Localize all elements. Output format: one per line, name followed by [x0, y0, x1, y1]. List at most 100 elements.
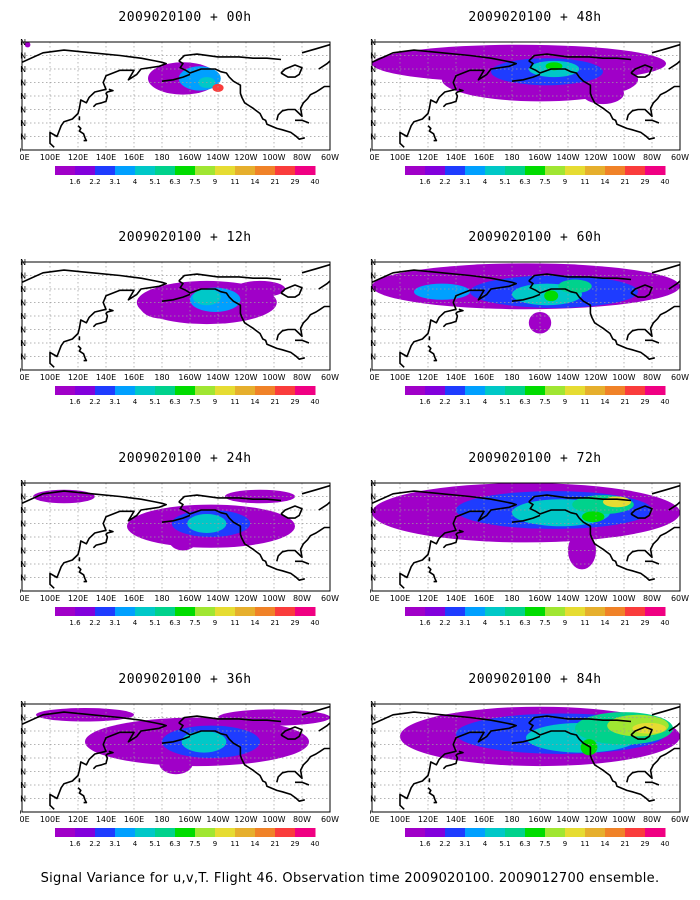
colorbar-swatch [115, 166, 136, 175]
colorbar-label: 2.2 [89, 178, 100, 186]
lon-tick-label: 80E [370, 815, 380, 824]
coastline [178, 501, 305, 581]
coastline [626, 526, 680, 562]
colorbar-label: 9 [213, 840, 217, 848]
colorbar-label: 29 [641, 398, 650, 406]
coastline [301, 43, 330, 54]
colorbar-swatch [565, 386, 586, 395]
lon-tick-label: 140W [556, 153, 579, 162]
map-panel: 80N 70N 60N 50N 40N 30N 20N 10N EQ80E 100E 120E 140… [20, 0, 350, 210]
colorbar-swatch [175, 828, 196, 837]
colorbar-label: 21 [271, 178, 280, 186]
colorbar-label: 14 [251, 840, 260, 848]
map-plot: 80N 70N 60N 50N 40N 30N 20N 10N EQ80E 100E 120E 140… [370, 38, 689, 186]
coastline [511, 514, 541, 523]
lat-tick-label: 10N [370, 133, 376, 142]
coastline [318, 280, 330, 290]
colorbar-swatch [175, 166, 196, 175]
colorbar-label: 9 [213, 398, 217, 406]
lat-tick-label: 80N [20, 700, 26, 709]
lon-tick-label: 160W [178, 815, 201, 824]
coastline [651, 705, 680, 716]
colorbar-swatch [275, 386, 296, 395]
colorbar-label: 40 [311, 840, 320, 848]
colorbar-label: 7.5 [539, 840, 550, 848]
map-frame [21, 482, 331, 592]
colorbar-swatch [95, 386, 116, 395]
colorbar-swatch [295, 607, 316, 616]
colorbar-swatch [505, 828, 526, 837]
map-panel: 80N 70N 60N 50N 40N 30N 20N 10N EQ80E 100E 120E 140… [20, 441, 350, 651]
map-plot: 80N 70N 60N 50N 40N 30N 20N 10N EQ80E 100E 120E 140… [370, 479, 689, 627]
shaded-region [582, 82, 624, 105]
lat-tick-label: 40N [370, 754, 376, 763]
colorbar-swatch [275, 607, 296, 616]
lon-tick-label: 120E [68, 153, 88, 162]
lon-tick-label: 80E [370, 373, 380, 382]
lon-tick-label: 180 [154, 815, 169, 824]
colorbar-label: 4 [133, 840, 138, 848]
colorbar-label: 14 [601, 178, 610, 186]
colorbar-swatch [215, 386, 236, 395]
panel-title: 2009020100 + 84h [468, 672, 602, 687]
panel-title: 2009020100 + 60h [468, 230, 602, 245]
panel-title: 2009020100 + 00h [118, 10, 252, 25]
lat-tick-label: 10N [370, 574, 376, 583]
colorbar-label: 29 [641, 840, 650, 848]
lon-tick-label: 80W [643, 815, 661, 824]
lon-tick-label: 180 [504, 373, 519, 382]
coastline [295, 339, 310, 344]
lat-tick-label: 50N [370, 520, 376, 529]
colorbar-swatch [465, 607, 486, 616]
colorbar-swatch [605, 828, 626, 837]
lat-tick-label: 30N [370, 547, 376, 556]
colorbar-label: 5.1 [499, 619, 510, 627]
colorbar-swatch [55, 607, 76, 616]
map-panel: 80N 70N 60N 50N 40N 30N 20N 10N EQ80E 100E 120E 140… [370, 441, 700, 651]
colorbar-swatch [275, 828, 296, 837]
colorbar-label: 9 [563, 840, 567, 848]
lon-tick-label: 100E [390, 373, 410, 382]
colorbar-label: 4 [133, 398, 138, 406]
lon-tick-label: 120E [418, 815, 438, 824]
lon-tick-label: 80W [643, 153, 661, 162]
colorbar-swatch [75, 386, 96, 395]
coastline [276, 526, 330, 562]
colorbar-label: 3.1 [459, 178, 470, 186]
colorbar-swatch [605, 386, 626, 395]
colorbar-swatch [485, 386, 506, 395]
colorbar-label: 11 [581, 619, 590, 627]
colorbar-label: 6.3 [169, 619, 180, 627]
colorbar-label: 29 [291, 398, 300, 406]
colorbar-label: 40 [311, 619, 320, 627]
colorbar-swatch [425, 166, 446, 175]
lat-tick-label: 80N [370, 258, 376, 267]
lon-tick-label: 120E [418, 594, 438, 603]
colorbar-swatch [545, 386, 566, 395]
lon-tick-label: 80W [293, 153, 311, 162]
colorbar-label: 1.6 [69, 398, 81, 406]
coastline [427, 345, 438, 362]
lat-tick-label: 70N [370, 493, 376, 502]
colorbar-label: 6.3 [169, 178, 180, 186]
colorbar-swatch [545, 607, 566, 616]
lat-tick-label: 20N [370, 781, 376, 790]
lon-tick-label: 160W [178, 594, 201, 603]
coastline [511, 293, 541, 302]
colorbar-label: 3.1 [459, 398, 470, 406]
colorbar-swatch [215, 607, 236, 616]
colorbar-swatch [405, 828, 426, 837]
shaded-region [139, 291, 185, 319]
coastline [92, 88, 114, 108]
colorbar-label: 9 [563, 178, 567, 186]
colorbar-label: 2.2 [89, 619, 100, 627]
colorbar-swatch [235, 386, 256, 395]
coastline [280, 284, 303, 298]
map-frame [21, 41, 331, 151]
lon-tick-label: 80W [643, 594, 661, 603]
lat-tick-label: 80N [370, 700, 376, 709]
colorbar-label: 40 [311, 398, 320, 406]
shaded-region [234, 280, 286, 298]
panel-title: 2009020100 + 36h [118, 672, 252, 687]
colorbar-label: 29 [641, 619, 650, 627]
